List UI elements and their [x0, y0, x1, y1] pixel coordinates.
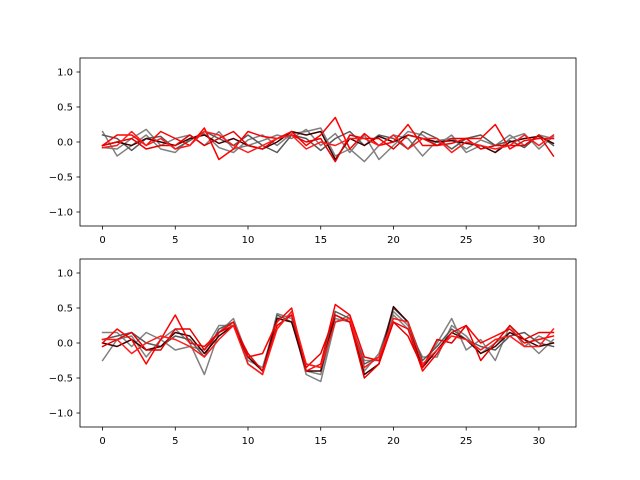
- y-tick-label: −1.0: [49, 208, 73, 219]
- y-tick-label: −0.5: [49, 374, 73, 385]
- y-tick-label: 1.0: [57, 68, 73, 79]
- x-tick-label: 0: [99, 235, 105, 246]
- subplot-1: 0 5 10 15 20 25 30 −1.0 −0.5 0.0 0.5 1.0: [49, 57, 577, 246]
- x-tick-label: 15: [314, 436, 327, 447]
- y-tick-label: 0.5: [57, 304, 73, 315]
- series-group: [101, 116, 555, 163]
- series-line-1: [101, 127, 555, 163]
- subplot-2: 0 5 10 15 20 25 30 −1.0 −0.5 0.0 0.5 1.0: [49, 258, 577, 447]
- series-line-7: [101, 130, 555, 154]
- y-tick-label: −1.0: [49, 409, 73, 420]
- series-line-5: [101, 116, 555, 161]
- y-tick-label: 0.5: [57, 103, 73, 114]
- x-tick-label: 25: [460, 235, 473, 246]
- x-tick-label: 5: [172, 436, 178, 447]
- x-tick-label: 0: [99, 436, 105, 447]
- x-tick-label: 10: [242, 436, 255, 447]
- series-group: [101, 303, 555, 383]
- x-tick-label: 10: [242, 235, 255, 246]
- x-tick-label: 20: [387, 235, 400, 246]
- y-tick-label: 1.0: [57, 269, 73, 280]
- x-tick-label: 25: [460, 436, 473, 447]
- series-line-3: [101, 307, 555, 376]
- series-line-7: [101, 310, 555, 376]
- y-tick-label: 0.0: [57, 339, 73, 350]
- y-tick-label: 0.0: [57, 138, 73, 149]
- series-line-6: [101, 130, 555, 163]
- x-tick-label: 15: [314, 235, 327, 246]
- x-tick-label: 5: [172, 235, 178, 246]
- x-tick-label: 30: [533, 235, 546, 246]
- y-tick-label: −0.5: [49, 173, 73, 184]
- x-tick-label: 20: [387, 436, 400, 447]
- series-line-6: [101, 314, 555, 379]
- x-tick-label: 30: [533, 436, 546, 447]
